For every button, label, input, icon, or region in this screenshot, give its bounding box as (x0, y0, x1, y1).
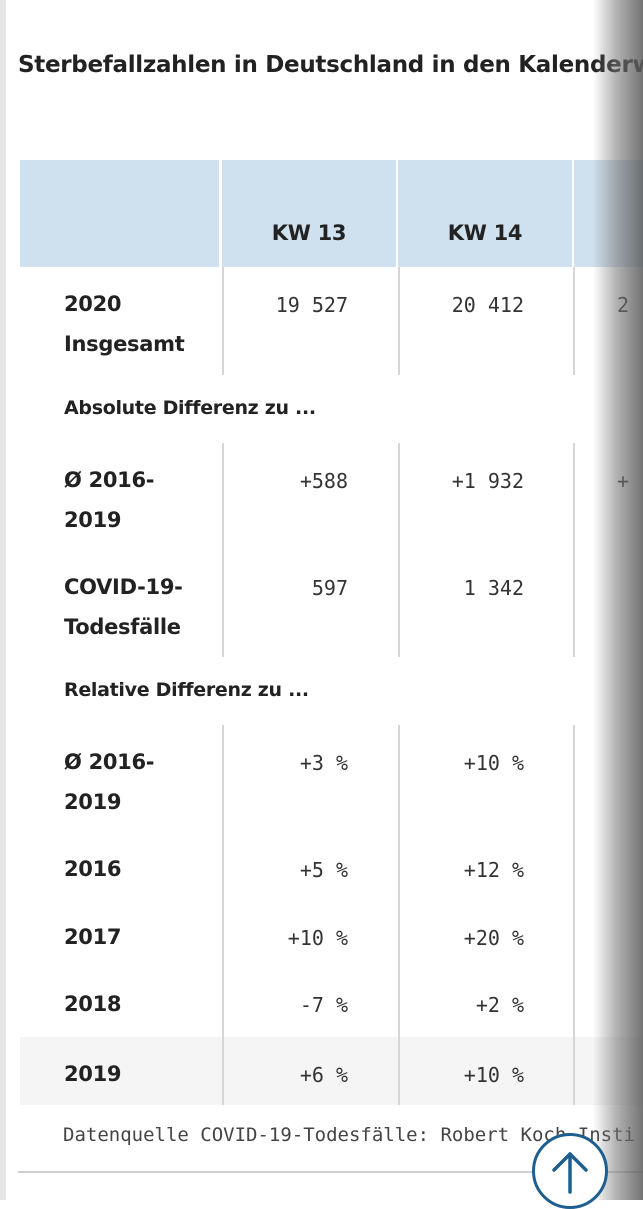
cell-kw14: +2 % (398, 967, 572, 1037)
row-label-line1: Ø 2016- (64, 468, 155, 492)
page-title: Sterbefallzahlen in Deutschland in den K… (18, 52, 643, 78)
cell-partial (573, 967, 643, 1037)
row-label-line1: 2017 (64, 925, 122, 949)
cell-partial (573, 900, 643, 967)
row-label-line2: 2019 (64, 790, 122, 814)
cell-kw14: +1 932 (398, 443, 572, 550)
table-row: 2019 +6 % +10 % (20, 1037, 643, 1105)
cell-kw13: -7 % (222, 967, 396, 1037)
row-label: 2020 Insgesamt (20, 267, 220, 364)
header-label: KW 13 (271, 221, 347, 245)
cell-partial: 2 (573, 267, 643, 375)
data-source-note: Datenquelle COVID-19-Todesfälle: Robert … (63, 1124, 635, 1146)
header-empty-cell (20, 160, 219, 267)
section-row: Absolute Differenz zu ... (20, 375, 643, 443)
table-row: 2020 Insgesamt 19 527 20 412 2 (20, 267, 643, 375)
table-row: Ø 2016- 2019 +3 % +10 % (20, 725, 643, 832)
section-label: Absolute Differenz zu ... (64, 397, 316, 419)
row-label-line1: 2018 (64, 992, 122, 1016)
cell-kw13: +3 % (222, 725, 396, 832)
cell-kw14: 1 342 (398, 550, 572, 657)
row-label-line1: 2020 (64, 292, 122, 316)
cell-kw14: +10 % (398, 725, 572, 832)
row-label-line1: COVID-19- (64, 575, 183, 599)
scroll-to-top-button[interactable] (532, 1133, 608, 1209)
cell-kw13: +10 % (222, 900, 396, 967)
row-label-line1: 2019 (64, 1062, 122, 1086)
cell-kw13: +5 % (222, 832, 396, 900)
row-label: 2017 (20, 900, 220, 957)
cell-partial (573, 1037, 643, 1105)
row-label: Ø 2016- 2019 (20, 443, 220, 540)
cell-partial (573, 832, 643, 900)
row-label-line1: 2016 (64, 857, 122, 881)
row-label: 2019 (20, 1037, 220, 1094)
cell-kw14: 20 412 (398, 267, 572, 375)
row-label: 2018 (20, 967, 220, 1024)
row-label-line2: 2019 (64, 508, 122, 532)
row-label-line2: Insgesamt (64, 332, 185, 356)
header-next-column (574, 160, 643, 267)
cell-partial (573, 550, 643, 657)
header-kw14: KW 14 (398, 160, 572, 267)
row-label-line2: Todesfälle (64, 615, 181, 639)
row-label: Ø 2016- 2019 (20, 725, 220, 822)
row-label: 2016 (20, 832, 220, 889)
arrow-up-icon (552, 1152, 588, 1194)
divider (18, 1171, 643, 1173)
cell-kw14: +12 % (398, 832, 572, 900)
cell-kw13: 19 527 (222, 267, 396, 375)
cell-kw13: +6 % (222, 1037, 396, 1105)
table-row: 2017 +10 % +20 % (20, 900, 643, 967)
table-row: 2016 +5 % +12 % (20, 832, 643, 900)
table-row: Ø 2016- 2019 +588 +1 932 + (20, 443, 643, 550)
table-header: KW 13 KW 14 (20, 160, 643, 267)
table-row: 2018 -7 % +2 % (20, 967, 643, 1037)
cell-partial: + (573, 443, 643, 550)
header-label: KW 14 (447, 221, 523, 245)
cell-kw14: +20 % (398, 900, 572, 967)
table-row: COVID-19- Todesfälle 597 1 342 (20, 550, 643, 657)
data-table[interactable]: KW 13 KW 14 2020 Insgesamt 19 527 20 412… (20, 160, 643, 1105)
header-kw13: KW 13 (222, 160, 396, 267)
row-label: COVID-19- Todesfälle (20, 550, 220, 647)
cell-kw13: 597 (222, 550, 396, 657)
section-label: Relative Differenz zu ... (64, 679, 309, 701)
section-row: Relative Differenz zu ... (20, 657, 643, 725)
cell-kw14: +10 % (398, 1037, 572, 1105)
cell-partial (573, 725, 643, 832)
left-edge (0, 0, 6, 1200)
cell-kw13: +588 (222, 443, 396, 550)
row-label-line1: Ø 2016- (64, 750, 155, 774)
